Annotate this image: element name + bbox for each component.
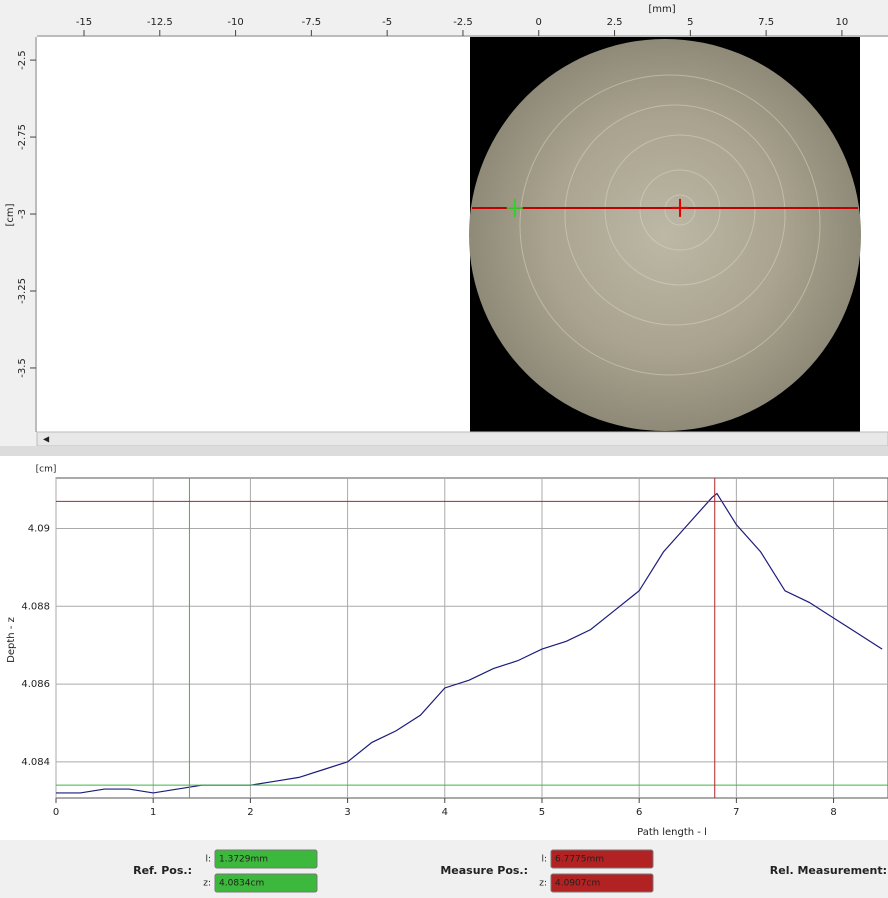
x-tick-label: 2 [247,807,253,818]
x-ruler-label: -2.5 [453,17,473,28]
splitter[interactable] [0,446,888,456]
y-unit: [cm] [36,465,57,475]
x-ruler-label: 10 [836,17,849,28]
field-value: 4.0907cm [555,879,600,889]
x-ruler-label: -12.5 [147,17,173,28]
disc-rings [519,74,821,376]
field-value: 6.7775mm [555,855,604,865]
control-label: Rel. Measurement: [770,864,887,877]
y-ruler-label: -3 [17,209,28,219]
y-ruler-label: -3.5 [17,358,28,378]
field-label: l: [541,855,547,865]
x-ruler-label: 7.5 [758,17,774,28]
y-ruler-unit: [cm] [5,203,16,226]
value-field[interactable] [214,873,318,893]
x-tick-label: 4 [442,807,448,818]
value-field[interactable] [550,849,654,869]
x-ruler-label: 2.5 [607,17,623,28]
y-tick-label: 4.086 [21,679,50,690]
value-field[interactable] [214,849,318,869]
y-axis-title: Depth - z [6,617,17,663]
scroll-left[interactable]: ◀ [43,435,50,444]
x-tick-label: 3 [344,807,350,818]
sample-disc [469,39,861,431]
y-tick-label: 4.084 [21,757,50,768]
y-ruler-label: -3.25 [17,278,28,304]
x-ruler-label: 5 [687,17,693,28]
y-ruler-label: -2.5 [17,50,28,70]
x-ruler-label: -7.5 [302,17,322,28]
x-tick-label: 0 [53,807,59,818]
y-tick-label: 4.088 [21,601,50,612]
x-tick-label: 7 [733,807,739,818]
x-tick-label: 8 [830,807,836,818]
plot-area [55,477,888,799]
control-bar [0,840,888,898]
value-field[interactable] [550,873,654,893]
x-ruler-unit: [mm] [648,4,675,15]
scrollbar[interactable] [36,431,888,447]
field-value: 4.0834cm [219,879,264,889]
field-label: z: [539,879,547,889]
y-ruler-label: -2.75 [17,124,28,150]
profile-line [56,492,883,794]
x-ruler-label: -15 [76,17,92,28]
x-ruler-label: -5 [382,17,392,28]
field-label: z: [203,879,211,889]
y-tick-label: 4.09 [28,524,50,535]
x-ruler-label: -10 [227,17,243,28]
x-tick-label: 1 [150,807,156,818]
x-ruler-label: 0 [536,17,542,28]
field-label: l: [205,855,211,865]
x-tick-label: 5 [539,807,545,818]
x-tick-label: 6 [636,807,642,818]
x-axis-title: Path length - l [637,827,707,838]
control-label: Measure Pos.: [440,864,528,877]
control-label: Ref. Pos.: [133,864,192,877]
field-value: 1.3729mm [219,855,268,865]
